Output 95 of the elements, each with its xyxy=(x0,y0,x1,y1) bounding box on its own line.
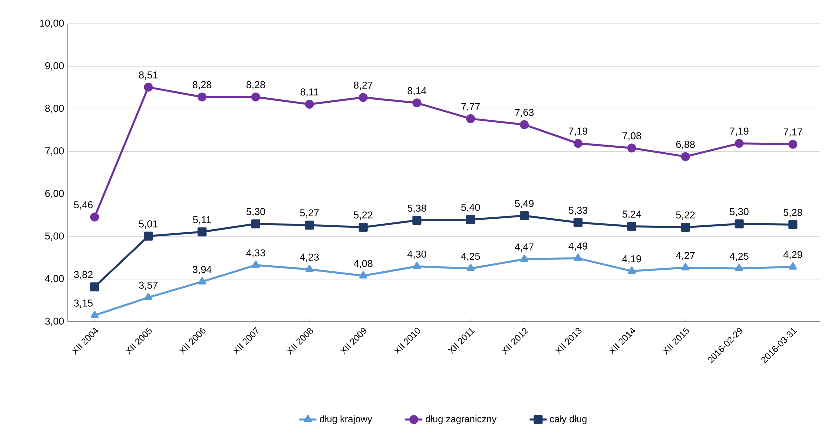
data-label: 5,24 xyxy=(622,210,642,220)
data-label: 3,82 xyxy=(74,271,93,280)
point xyxy=(144,293,153,300)
point xyxy=(681,222,690,232)
legend-label: dług krajowy xyxy=(320,416,372,424)
data-label: 4,25 xyxy=(461,252,480,262)
point xyxy=(627,222,636,232)
data-label: 4,33 xyxy=(246,250,266,258)
data-label: 4,08 xyxy=(354,260,373,268)
y-tick-label: 8,00 xyxy=(45,105,64,114)
point xyxy=(628,266,636,274)
data-label: 8,28 xyxy=(193,81,212,90)
data-label: 4,49 xyxy=(568,242,588,252)
data-label: 8,51 xyxy=(139,72,158,80)
point xyxy=(358,93,368,102)
data-label: 7,19 xyxy=(730,128,749,136)
point xyxy=(681,152,690,162)
y-tick-label: 5,00 xyxy=(45,232,64,241)
legend-label: dług zagraniczny xyxy=(426,416,497,424)
point xyxy=(466,215,476,224)
data-label: 4,30 xyxy=(408,250,426,260)
y-tick-label: 3,00 xyxy=(45,318,64,326)
point xyxy=(90,212,100,222)
point xyxy=(466,264,475,272)
data-label: 5,46 xyxy=(74,201,93,210)
data-label: 8,11 xyxy=(300,88,319,97)
point xyxy=(412,98,422,108)
data-label: 4,47 xyxy=(515,244,534,252)
data-label: 4,19 xyxy=(622,256,642,264)
point xyxy=(90,282,100,292)
data-label: 4,27 xyxy=(676,252,695,260)
point xyxy=(252,220,261,229)
data-label: 5,33 xyxy=(568,207,588,216)
point xyxy=(359,272,368,279)
data-label: 7,19 xyxy=(569,128,588,136)
point xyxy=(144,232,154,241)
point xyxy=(520,211,530,220)
data-label: 6,88 xyxy=(676,141,696,150)
point xyxy=(788,220,798,230)
point xyxy=(627,144,636,153)
data-label: 5,30 xyxy=(730,208,749,217)
data-label: 8,27 xyxy=(354,82,373,90)
point xyxy=(198,228,207,237)
point xyxy=(198,92,207,102)
point xyxy=(252,92,261,102)
data-label: 5,40 xyxy=(462,204,480,212)
legend-label: cały dług xyxy=(550,416,587,424)
data-label: 7,63 xyxy=(515,109,534,118)
point xyxy=(306,265,314,272)
data-label: 5,30 xyxy=(246,208,266,217)
point xyxy=(412,216,422,226)
data-label: 5,28 xyxy=(784,209,802,218)
data-label: 4,25 xyxy=(730,252,749,262)
y-tick-label: 9,00 xyxy=(45,62,64,71)
data-label: 4,29 xyxy=(784,251,802,260)
y-tick-label: 7,00 xyxy=(46,148,64,156)
point xyxy=(305,100,314,109)
point xyxy=(735,264,744,272)
point xyxy=(574,218,583,228)
y-tick-label: 4,00 xyxy=(45,275,64,284)
point xyxy=(734,220,744,229)
data-label: 3,15 xyxy=(74,300,93,308)
point xyxy=(466,114,476,124)
data-label: 8,28 xyxy=(246,81,266,90)
point xyxy=(305,220,314,230)
point xyxy=(789,262,798,270)
point xyxy=(413,262,422,270)
point xyxy=(198,277,206,285)
data-label: 5,11 xyxy=(193,216,212,225)
data-label: 4,23 xyxy=(300,254,320,262)
data-label: 5,38 xyxy=(408,204,426,214)
data-label: 7,17 xyxy=(784,128,802,137)
point xyxy=(358,222,368,232)
point xyxy=(520,120,530,130)
y-tick-label: 6,00 xyxy=(46,190,64,198)
point xyxy=(734,139,744,148)
data-label: 8,14 xyxy=(408,87,427,96)
data-label: 5,27 xyxy=(300,210,319,218)
data-label: 5,22 xyxy=(676,212,695,220)
data-label: 5,22 xyxy=(354,212,373,220)
data-label: 7,08 xyxy=(622,132,642,141)
point xyxy=(252,260,260,268)
data-label: 5,49 xyxy=(515,200,534,208)
data-label: 7,77 xyxy=(462,103,480,112)
point xyxy=(520,254,529,262)
data-label: 3,57 xyxy=(139,282,158,290)
point xyxy=(574,139,583,148)
point xyxy=(574,254,582,262)
y-tick-label: 10,00 xyxy=(40,20,64,28)
data-label: 3,94 xyxy=(192,266,212,274)
point xyxy=(144,82,154,92)
data-label: 5,01 xyxy=(139,220,158,229)
point xyxy=(788,140,798,149)
point xyxy=(682,263,690,271)
point xyxy=(90,311,99,318)
